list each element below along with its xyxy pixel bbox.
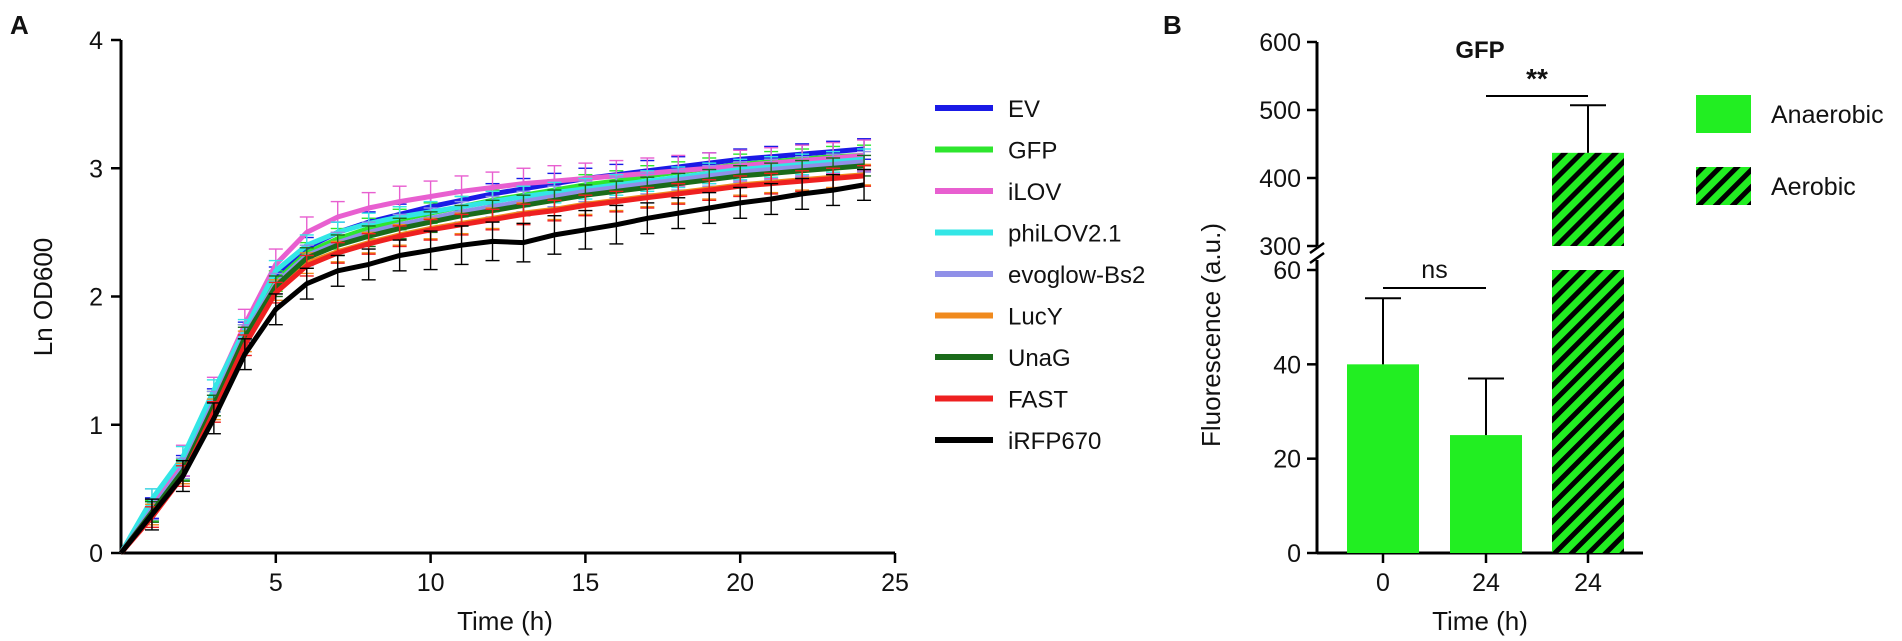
- significance-label: **: [1526, 63, 1548, 94]
- x-tick-label: 24: [1472, 569, 1500, 597]
- y-tick-label: 40: [1273, 351, 1301, 379]
- y-tick-label: 3: [89, 155, 103, 183]
- bar-group: 0: [1347, 297, 1419, 597]
- y-tick-label: 60: [1273, 257, 1301, 285]
- series-line: [119, 182, 865, 555]
- bar-anaerobic: [1347, 364, 1419, 553]
- legend-label: FAST: [1008, 387, 1068, 414]
- panel-b-title: GFP: [1455, 37, 1504, 64]
- legend-label: evoglow-Bs2: [1008, 262, 1145, 289]
- bar-group: 24: [1552, 104, 1624, 597]
- panel-b-y-label: Fluorescence (a.u.): [1196, 223, 1226, 447]
- y-tick-label: 4: [89, 27, 103, 55]
- legend-label: iLOV: [1008, 179, 1061, 206]
- y-tick-label: 2: [89, 284, 103, 312]
- y-tick-label: 20: [1273, 446, 1301, 474]
- y-tick-label: 0: [1287, 540, 1301, 568]
- x-tick-label: 5: [269, 569, 283, 597]
- legend-label: Anaerobic: [1771, 101, 1884, 129]
- panel-a-x-label: Time (h): [457, 606, 553, 636]
- legend-label: EV: [1008, 96, 1040, 123]
- legend-label: UnaG: [1008, 345, 1071, 372]
- y-tick-label: 1: [89, 412, 103, 440]
- legend-label: GFP: [1008, 138, 1057, 165]
- legend-label: LucY: [1008, 304, 1063, 331]
- panel-b-bars: 0 24 24: [1347, 104, 1624, 597]
- legend-label: phiLOV2.1: [1008, 221, 1121, 248]
- x-tick-label: 25: [881, 569, 909, 597]
- panel-b-legend: Anaerobic Aerobic: [1696, 95, 1884, 205]
- legend-swatch-anaerobic: [1696, 95, 1751, 133]
- panel-b-x-label: Time (h): [1432, 606, 1528, 636]
- x-tick-label: 10: [417, 569, 445, 597]
- legend-swatch-aerobic: [1696, 167, 1751, 205]
- y-tick-label: 500: [1259, 97, 1301, 125]
- legend-label: iRFP670: [1008, 428, 1101, 455]
- panel-b-axis-break: [1309, 241, 1325, 265]
- significance-label: ns: [1421, 256, 1447, 284]
- y-tick-label: 600: [1259, 29, 1301, 57]
- bar-aerobic-upper: [1552, 152, 1624, 246]
- x-tick-label: 24: [1574, 569, 1602, 597]
- panel-b: B GFP Fluorescence (a.u.) Time (h) 0 20 40…: [1163, 10, 1884, 636]
- bar-aerobic-lower: [1552, 270, 1624, 553]
- panel-b-annotations: ns **: [1383, 63, 1588, 289]
- bar-anaerobic: [1450, 435, 1522, 553]
- panel-b-label: B: [1163, 10, 1182, 40]
- panel-a-legend: EV GFP iLOV phiLOV2.1 evoglow-Bs2 LucY UnaG FAS…: [935, 96, 1145, 455]
- panel-a: A Ln OD600 Time (h) 0 1 2 3 4 5 10 15 20 25 EV GF…: [10, 10, 1145, 636]
- legend-label: Aerobic: [1771, 173, 1856, 201]
- x-tick-label: 0: [1376, 569, 1390, 597]
- bar-group: 24: [1450, 377, 1522, 597]
- panel-a-y-ticks: 0 1 2 3 4: [89, 27, 121, 568]
- series-irfp670: [119, 168, 872, 555]
- y-tick-label: 400: [1259, 165, 1301, 193]
- panel-a-series: [118, 138, 872, 555]
- panel-a-x-ticks: 5 10 15 20 25: [269, 553, 909, 597]
- panel-a-label: A: [10, 10, 29, 40]
- x-tick-label: 15: [571, 569, 599, 597]
- y-tick-label: 300: [1259, 233, 1301, 261]
- y-tick-label: 0: [89, 540, 103, 568]
- x-tick-label: 20: [726, 569, 754, 597]
- panel-a-y-label: Ln OD600: [28, 238, 58, 357]
